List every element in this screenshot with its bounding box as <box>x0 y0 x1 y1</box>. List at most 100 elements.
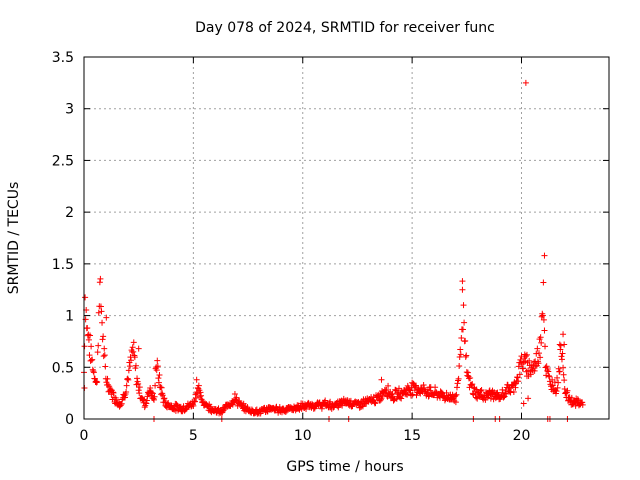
data-point <box>135 380 142 387</box>
y-tick-label: 0 <box>65 412 74 428</box>
data-point <box>454 380 461 387</box>
data-point <box>385 382 392 389</box>
chart-title: Day 078 of 2024, SRMTID for receiver fun… <box>195 20 495 36</box>
data-point <box>494 389 501 396</box>
data-point <box>540 316 547 323</box>
data-point <box>453 391 460 398</box>
data-point <box>427 387 434 394</box>
data-point <box>564 387 571 394</box>
data-point <box>87 332 94 339</box>
data-point <box>540 279 547 286</box>
data-point <box>100 333 107 340</box>
data-point <box>409 391 416 398</box>
data-point <box>391 396 398 403</box>
data-point <box>124 375 131 382</box>
data-point <box>555 365 562 372</box>
data-point <box>473 386 480 393</box>
data-point <box>151 396 157 403</box>
data-point <box>126 363 133 370</box>
data-point <box>464 369 471 376</box>
data-point <box>136 390 143 397</box>
data-point <box>522 353 529 360</box>
data-point <box>193 376 200 383</box>
data-point <box>157 384 164 391</box>
data-point <box>155 375 162 382</box>
data-point <box>558 353 565 360</box>
data-point <box>514 374 521 381</box>
data-point <box>510 389 517 396</box>
data-point <box>538 339 545 346</box>
data-point <box>93 379 100 386</box>
data-point <box>372 399 379 406</box>
data-point <box>413 392 420 399</box>
data-point <box>579 401 586 408</box>
data-point <box>559 350 566 357</box>
data-point <box>95 309 102 316</box>
data-point <box>135 387 142 394</box>
data-point <box>526 357 533 364</box>
data-point <box>383 386 390 393</box>
x-axis-label: GPS time / hours <box>286 459 403 475</box>
data-point <box>81 343 88 350</box>
data-point <box>557 346 564 353</box>
data-point <box>463 369 470 376</box>
data-point <box>459 286 466 293</box>
data-point <box>207 403 214 410</box>
data-point <box>459 326 466 333</box>
data-point <box>538 313 545 320</box>
data-point <box>421 384 428 391</box>
data-point <box>460 302 467 309</box>
data-point <box>515 363 522 370</box>
data-point <box>90 369 97 376</box>
data-point <box>134 375 141 382</box>
data-point <box>452 392 459 399</box>
data-point <box>156 371 163 378</box>
data-point <box>152 382 159 389</box>
data-point <box>557 342 564 349</box>
data-point <box>556 368 563 375</box>
data-point <box>158 384 165 391</box>
data-point <box>553 388 560 395</box>
data-point <box>143 400 150 407</box>
data-point <box>554 384 561 391</box>
data-point <box>462 337 469 344</box>
data-point <box>125 376 132 383</box>
data-point <box>574 396 581 403</box>
data-point <box>164 400 171 407</box>
data-point <box>554 374 561 381</box>
data-point <box>161 395 168 402</box>
data-point <box>190 402 197 409</box>
data-point <box>118 400 125 407</box>
data-point <box>303 405 310 412</box>
data-point <box>371 399 378 406</box>
data-point <box>89 366 96 373</box>
data-point <box>125 367 132 374</box>
data-point <box>103 314 110 321</box>
data-point <box>452 399 459 406</box>
data-point <box>124 376 131 383</box>
data-point <box>147 384 154 391</box>
x-tick-label: 0 <box>80 428 89 444</box>
data-point <box>536 350 542 357</box>
data-point <box>543 372 550 379</box>
data-point <box>561 377 568 384</box>
data-point <box>397 394 404 401</box>
data-point <box>99 319 106 326</box>
data-point <box>549 382 556 389</box>
data-point <box>326 400 333 407</box>
data-point <box>98 308 105 315</box>
data-point <box>151 393 158 400</box>
data-point <box>560 331 567 338</box>
x-tick-label: 5 <box>189 428 198 444</box>
data-point <box>94 378 101 385</box>
data-point <box>93 378 100 385</box>
data-point <box>85 336 92 343</box>
data-point <box>555 379 562 386</box>
data-point <box>534 345 541 352</box>
data-point <box>106 383 113 390</box>
y-tick-label: 0.5 <box>52 360 74 376</box>
data-point <box>132 362 139 369</box>
data-point <box>100 353 107 360</box>
data-point <box>568 394 575 401</box>
data-point <box>541 327 548 334</box>
